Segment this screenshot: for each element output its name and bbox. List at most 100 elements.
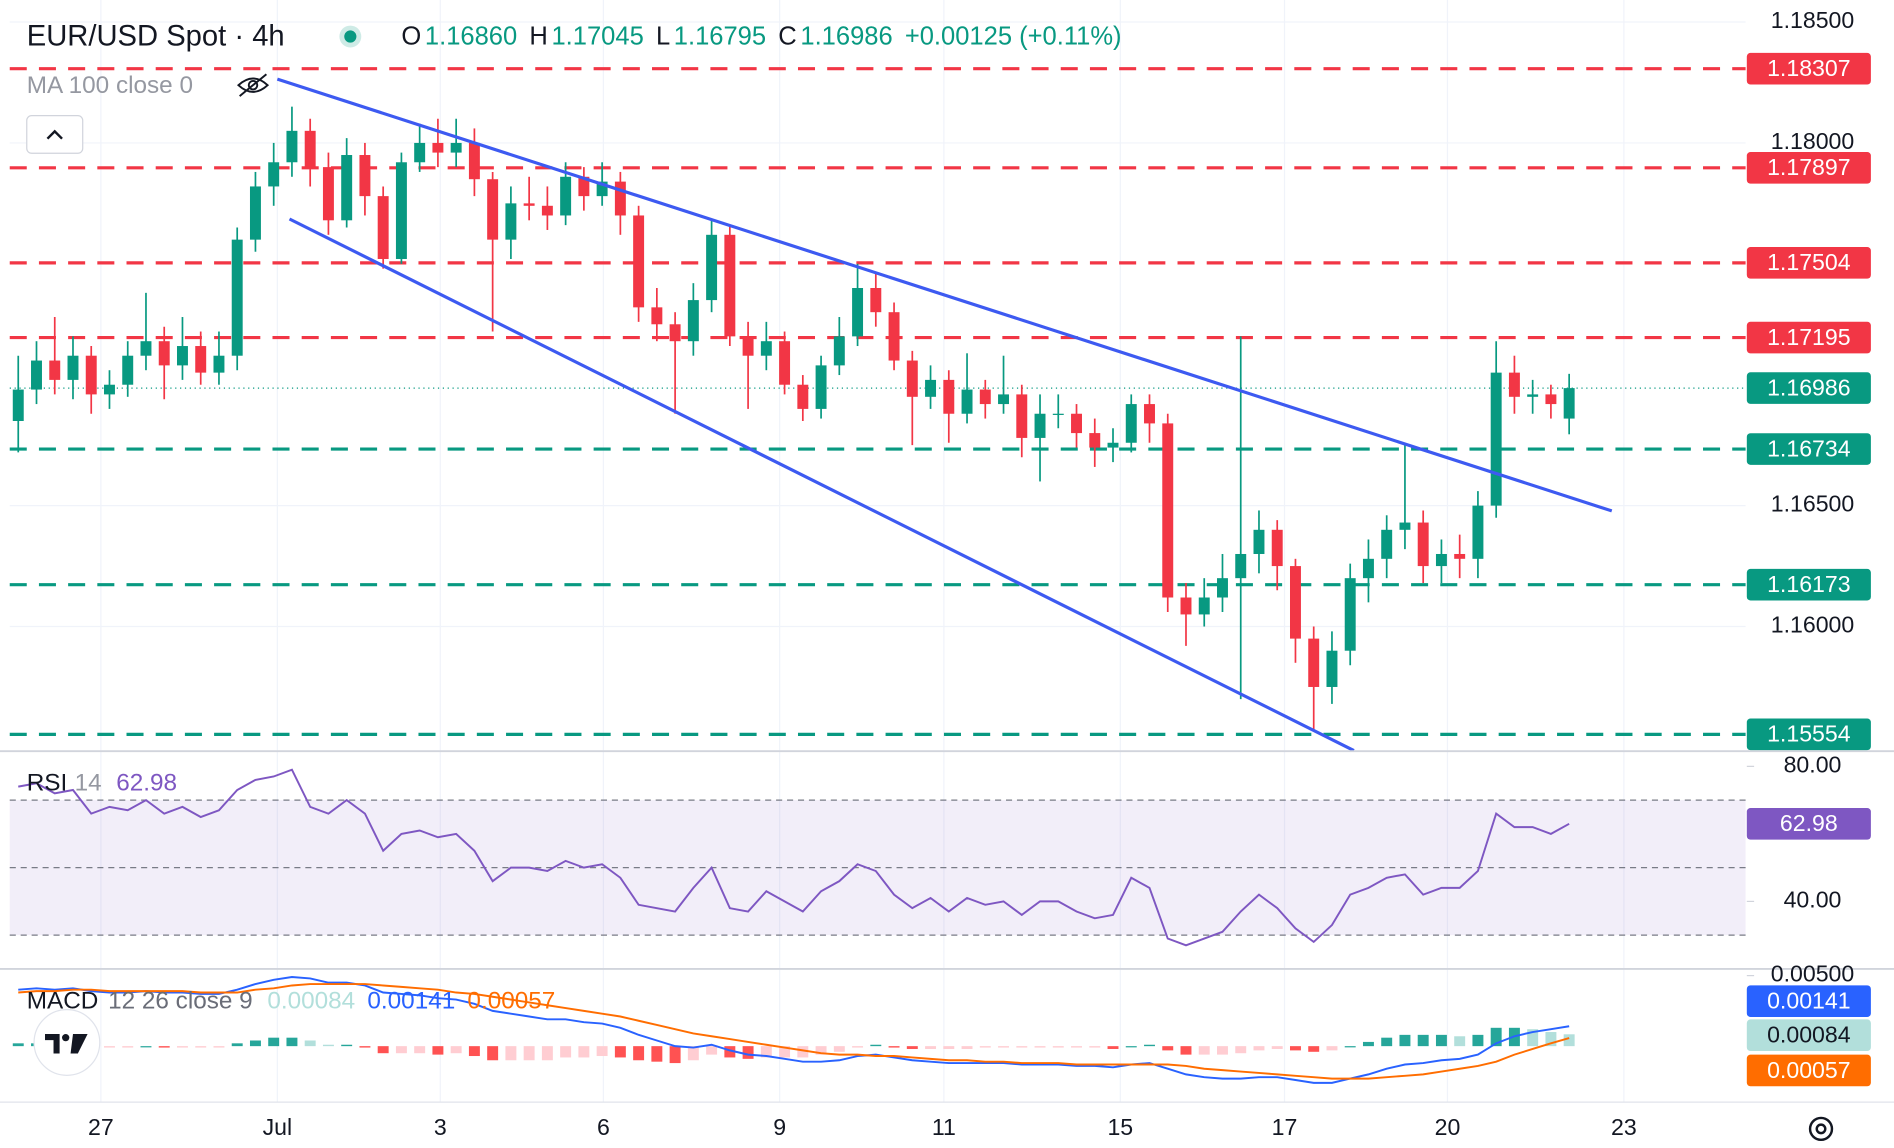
histogram-bar — [1545, 1032, 1557, 1047]
histogram-bar — [12, 1043, 24, 1047]
histogram-bar — [742, 1046, 754, 1059]
macd-params: 12 26 close 9 — [108, 988, 253, 1015]
price-tag-label: 1.16986 — [1767, 374, 1851, 400]
histogram-bar — [852, 1046, 864, 1048]
price-tag — [1746, 718, 1871, 751]
histogram-bar — [268, 1037, 280, 1047]
candle-body — [1435, 553, 1447, 567]
price-tag — [1746, 433, 1871, 465]
histogram-bar — [596, 1046, 608, 1057]
hide-icon[interactable] — [236, 73, 270, 97]
histogram-bar — [998, 1046, 1010, 1048]
y-tick-label: 1.16500 — [1771, 491, 1855, 517]
candle-body — [687, 300, 699, 342]
candle-body — [651, 307, 663, 325]
histogram-bar — [104, 1046, 115, 1048]
histogram-bar — [1454, 1036, 1466, 1047]
histogram-bar — [1034, 1046, 1046, 1048]
histogram-bar — [414, 1046, 426, 1054]
status-dot — [344, 30, 357, 43]
collapse-button[interactable] — [26, 114, 84, 154]
candle-body — [104, 384, 115, 395]
indicator-label[interactable]: MA 100 close 0 — [27, 72, 193, 99]
trendlines — [276, 77, 1613, 752]
x-tick-label: 6 — [597, 1114, 610, 1140]
candle-body — [1308, 638, 1320, 687]
candle-body — [906, 360, 918, 397]
candle-body — [815, 365, 827, 409]
histogram-bar — [249, 1040, 261, 1047]
signal-value: 0.00057 — [467, 988, 555, 1015]
histogram-bar — [1107, 1046, 1119, 1049]
price-tag — [1746, 321, 1871, 354]
candle-body — [1527, 394, 1539, 397]
candle-body — [1089, 433, 1101, 448]
candle-body — [414, 142, 426, 163]
marks — [12, 106, 1575, 1084]
histogram-bar — [1271, 1046, 1283, 1049]
price-tag-label: 1.16173 — [1767, 571, 1851, 597]
histogram-bar — [1289, 1046, 1301, 1051]
candle-body — [268, 162, 280, 187]
price-tag — [1746, 1054, 1871, 1087]
candle-body — [286, 130, 298, 163]
histogram-bar — [979, 1046, 991, 1048]
histogram-bar — [395, 1046, 407, 1054]
histogram-bar — [687, 1046, 699, 1061]
candle-body — [359, 155, 371, 197]
candle-body — [505, 203, 517, 240]
candle-body — [122, 355, 134, 385]
histogram-bar — [1472, 1034, 1484, 1047]
candle-body — [541, 205, 553, 216]
price-tag-label: 0.00141 — [1767, 987, 1851, 1013]
ohlc-label: O — [401, 22, 421, 50]
chart-title: EUR/USD Spot · 4h — [27, 20, 285, 52]
ohlc-legend: O 1.16860 H 1.17045 L 1.16795 C 1.16986 +0.00125… — [401, 22, 1121, 50]
price-tag-label: 1.15554 — [1767, 721, 1851, 747]
histogram-bar — [1198, 1046, 1210, 1055]
logo-dot — [62, 1033, 70, 1042]
candle-body — [870, 288, 882, 313]
histogram-bar — [322, 1044, 334, 1047]
histogram-bar — [961, 1046, 973, 1049]
histogram-bar — [706, 1046, 718, 1055]
histogram-bar — [341, 1044, 353, 1047]
y-tick-label: 1.18500 — [1771, 7, 1855, 33]
histogram-bar — [1399, 1034, 1411, 1047]
histogram-bar — [906, 1046, 918, 1049]
histogram-bar — [1217, 1046, 1228, 1055]
histogram-bar — [1125, 1046, 1137, 1048]
histogram-bar — [195, 1046, 207, 1048]
trendline — [288, 217, 1355, 752]
candle-body — [961, 389, 973, 414]
logo[interactable] — [33, 1009, 101, 1076]
histogram-bar — [815, 1046, 827, 1055]
histogram-bar — [1527, 1029, 1539, 1047]
x-tick-label: 3 — [434, 1114, 447, 1140]
button-frame — [26, 114, 84, 154]
grid — [9, 0, 1755, 1103]
candle-body — [1034, 413, 1046, 438]
gear-inner — [1815, 1123, 1827, 1135]
price-tag — [1746, 52, 1871, 85]
candle-body — [322, 167, 334, 221]
candle-body — [578, 176, 590, 197]
histogram-bar — [377, 1046, 389, 1054]
candle-body — [706, 234, 718, 301]
candle-body — [1125, 404, 1137, 443]
histogram-bar — [468, 1046, 480, 1057]
price-tag — [1746, 372, 1871, 404]
settings-button[interactable] — [1808, 1116, 1834, 1142]
histogram-bar — [1253, 1046, 1265, 1051]
logo-shape — [45, 1033, 60, 1054]
histogram-bar — [304, 1040, 316, 1047]
x-tick-label: 15 — [1107, 1114, 1133, 1140]
histogram-bar — [231, 1043, 243, 1047]
change-value: +0.00125 (+0.11%) — [905, 22, 1122, 50]
candle-body — [888, 312, 900, 361]
x-tick-label: 20 — [1435, 1114, 1461, 1140]
trendline — [276, 77, 1613, 513]
x-tick-label: 23 — [1611, 1114, 1637, 1140]
ohlc-value: 1.16860 — [425, 22, 517, 50]
